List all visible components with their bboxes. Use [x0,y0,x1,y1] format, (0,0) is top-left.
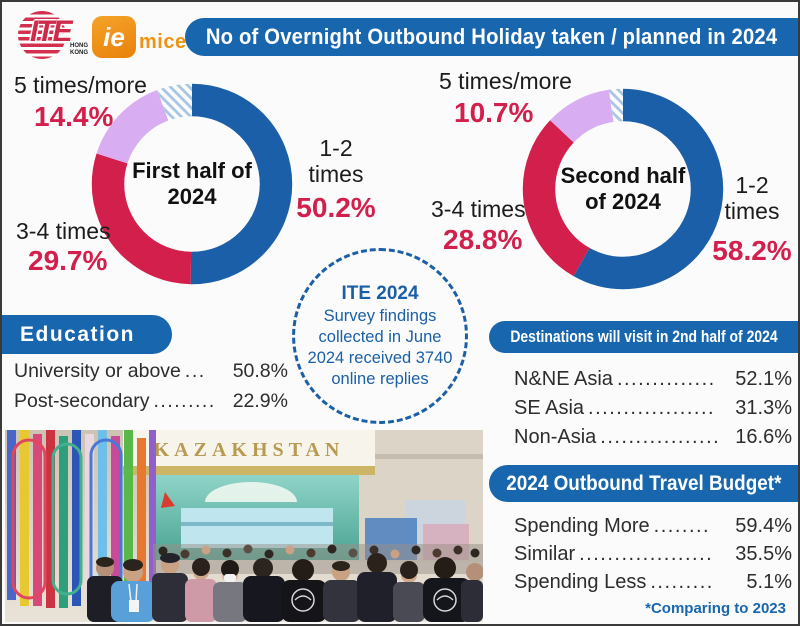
donut-segment [91,83,293,285]
destinations-list: N&NE Asia .............. 52.1% SE Asia .… [514,368,792,455]
budget-row-spending-more: Spending More ........ 59.4% [514,515,792,543]
destinations-header-label: Destinations will visit in 2nd half of 2… [509,327,778,346]
person-blue-polo [111,559,155,622]
stat-value: 31.3% [735,397,792,419]
svg-text:KAZAKHSTAN: KAZAKHSTAN [154,439,345,461]
stat-label: Spending More [514,515,650,537]
donut-segment [522,88,724,290]
segment-label-34times-left: 3-4 times [16,218,111,244]
ite-hong-kong-logo: ITE HONG KONG [18,9,88,63]
stat-value: 5.1% [746,571,792,593]
photo-kazakhstan-banner: KAZAKHSTAN [123,430,375,475]
person-jacket-logo [281,559,327,622]
segment-value-5times-left: 14.4% [34,101,114,132]
donut-chart-second-half [522,88,724,290]
destinations-row-se-asia: SE Asia .................. 31.3% [514,397,792,426]
donut-segment [91,83,293,285]
dot-leader: ................... [579,543,714,565]
dot-leader: ......... [153,390,216,412]
person-face-mask [213,560,247,622]
education-row-postsecondary: Post-secondary ......... 22.9% [14,390,288,420]
segment-value-34times-left: 29.7% [28,245,108,276]
stat-label: Post-secondary [14,390,150,412]
budget-header: 2024 Outbound Travel Budget* [489,465,798,502]
segment-value-12times-right: 58.2% [712,234,792,266]
budget-row-similar: Similar ................... 35.5% [514,543,792,571]
segment-value-34times-right: 28.8% [443,224,523,255]
page-title: No of Overnight Outbound Holiday taken /… [205,24,778,49]
education-list: University or above ... 50.8% Post-secon… [14,360,288,420]
survey-note-circle: ITE 2024 Survey findings collected in Ju… [292,248,468,424]
person-cap [152,553,188,622]
dot-leader: ........ [653,515,711,537]
title-banner: No of Overnight Outbound Holiday taken /… [185,18,798,56]
stat-value: 22.9% [232,390,288,412]
dot-leader: .............. [616,368,716,390]
destinations-row-nne-asia: N&NE Asia .............. 52.1% [514,368,792,397]
iemice-logo-suffix: mice [139,31,187,53]
segment-callout-12times-left: 1-2 times 50.2% [290,135,382,224]
ite-striped-globe-icon [18,11,66,59]
dot-leader: .................. [588,397,716,419]
iemice-logo: ie mice [92,16,187,58]
stat-value: 59.4% [735,515,792,537]
person-grey [393,561,425,622]
photo-colorful-columns [7,430,156,608]
stat-label: University or above [14,360,181,382]
stat-value: 35.5% [735,543,792,565]
budget-list: Spending More ........ 59.4% Similar ...… [514,515,792,599]
budget-row-spending-less: Spending Less ......... 5.1% [514,571,792,599]
stat-value: 52.1% [735,368,792,390]
segment-value-5times-right: 10.7% [454,97,534,128]
stat-label: SE Asia [514,397,585,419]
survey-note-line: collected in June [318,328,442,347]
segment-label-5times-left: 5 times/more [14,72,147,98]
exhibition-hall-photo: KAZAKHSTAN [5,430,483,622]
segment-label-34times-right: 3-4 times [431,196,526,222]
survey-note-line: 2024 received 3740 [307,349,453,368]
segment-label-5times-right: 5 times/more [439,68,572,94]
education-row-university: University or above ... 50.8% [14,360,288,390]
ite-logo-subtext: HONG KONG [70,43,88,57]
donut-segment [522,88,724,290]
survey-note-line: online replies [331,370,429,389]
person-jacket-logo-2 [423,557,471,622]
dot-leader: ......... [650,571,714,593]
ite-logo-text: ITE [30,15,73,48]
person-pink-top [185,558,217,622]
person-edge [461,563,483,622]
stat-label: Similar [514,543,576,565]
segment-label-12times-right: 1-2 times [724,172,780,225]
stat-label: Non-Asia [514,426,597,448]
donut-center-label-first-half: First half of 2024 [132,157,252,209]
stat-value: 16.6% [735,426,792,448]
stat-label: Spending Less [514,571,647,593]
survey-note-title: ITE 2024 [341,283,419,305]
destinations-row-non-asia: Non-Asia ................. 16.6% [514,426,792,455]
person-midground [323,561,361,622]
dot-leader: ................. [600,426,721,448]
stat-value: 50.8% [232,360,288,382]
donut-center-label-second-half: Second half of 2024 [560,162,686,214]
budget-header-label: 2024 Outbound Travel Budget* [505,471,782,495]
segment-value-12times-left: 50.2% [296,191,376,223]
iemice-square-icon: ie [92,16,136,58]
person-dark [243,558,285,622]
donut-chart-first-half [91,83,293,285]
stat-label: N&NE Asia [514,368,613,390]
education-header: Education [2,315,172,354]
segment-callout-12times-right: 1-2 times 58.2% [708,172,796,267]
person-tall [357,553,397,622]
segment-label-12times-left: 1-2 times [308,135,364,188]
survey-note-line: Survey findings [323,307,437,326]
budget-footnote: *Comparing to 2023 [645,600,786,617]
dot-leader: ... [184,360,206,382]
destinations-header: Destinations will visit in 2nd half of 2… [489,321,798,353]
photo-foreground-crowd [87,553,483,622]
